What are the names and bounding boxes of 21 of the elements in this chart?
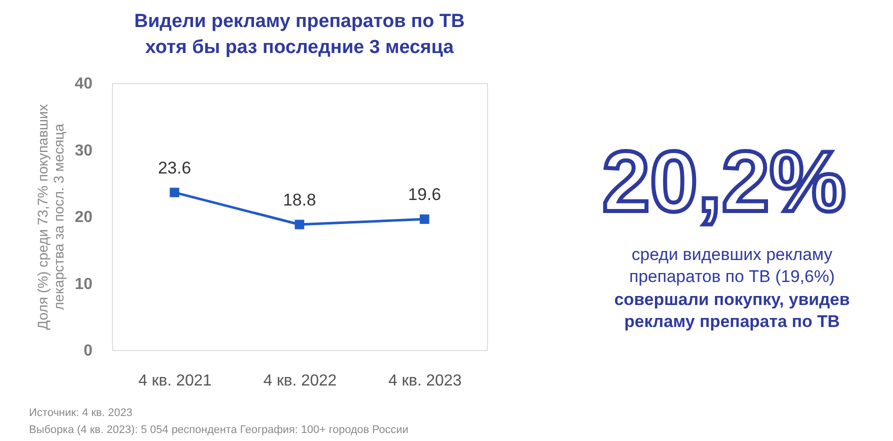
y-tick-label: 10	[74, 276, 93, 293]
data-label: 23.6	[158, 158, 192, 178]
y-tick-label: 30	[74, 142, 93, 160]
point	[170, 188, 180, 198]
y-axis-title: Доля (%) среди 73,7% покупавших лекарства за посл. 3 месяца	[34, 104, 67, 330]
x-tick-label: 4 кв. 2023	[388, 372, 462, 390]
point	[294, 220, 304, 230]
y-tick-label: 20	[74, 209, 93, 226]
x-tick-label: 4 кв. 2021	[138, 372, 212, 390]
text: Выборка (4 кв. 2023): 5 054 респондента География: 100+ городов России	[29, 424, 408, 436]
text: среди видевших рекламу препаратов по ТВ (19,6%)	[629, 245, 835, 286]
text: совершали покупку, увидев рекламу препарата по ТВ	[614, 290, 850, 332]
text: Источник: 4 кв. 2023	[29, 407, 132, 419]
y-tick-label: 0	[84, 342, 93, 360]
point	[420, 214, 430, 224]
text: 20,2%	[602, 134, 846, 230]
data-label: 18.8	[282, 190, 316, 210]
chart-title: Видели рекламу препаратов по ТВ хотя бы раз последние 3 месяца	[134, 11, 465, 58]
x-tick-label: 4 кв. 2022	[263, 372, 337, 390]
y-tick-label: 40	[74, 76, 93, 92]
data-label: 19.6	[408, 185, 442, 204]
